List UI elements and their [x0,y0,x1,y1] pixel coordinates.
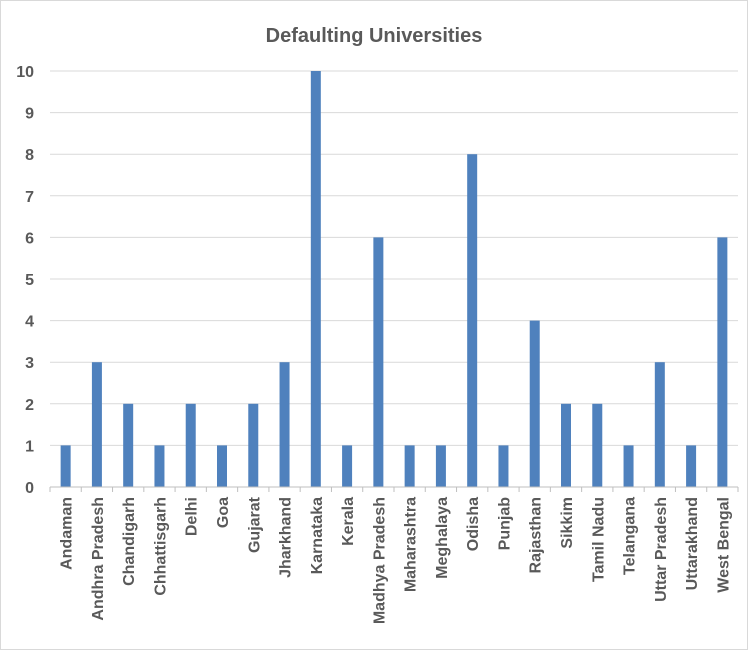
x-axis-ticks [50,487,738,492]
chart-title: Defaulting Universities [266,25,483,47]
bar [655,362,665,487]
gridlines [50,71,738,445]
bar [123,404,133,487]
bar [624,445,634,487]
bar [186,404,196,487]
y-tick-label: 8 [25,147,34,164]
x-tick-label: Chandigarh [121,497,138,586]
bar [717,237,727,487]
bar [154,445,164,487]
bar [61,445,71,487]
x-tick-label: Meghalaya [434,497,451,579]
x-tick-label: Gujarat [246,496,263,553]
bar [280,362,290,487]
x-tick-label: Goa [215,497,232,528]
bar [311,71,321,487]
x-tick-label: Andaman [59,497,76,570]
bar [373,237,383,487]
x-tick-label: Jharkhand [278,497,295,578]
x-tick-label: Chhattisgarh [152,497,169,596]
x-tick-label: Odisha [465,497,482,551]
x-tick-label: Tamil Nadu [590,497,607,582]
x-tick-label: Telangana [622,497,639,575]
x-tick-label: Punjab [496,497,513,551]
bar [92,362,102,487]
x-tick-label: Madhya Pradesh [371,497,388,624]
y-tick-label: 9 [25,106,34,123]
y-tick-label: 7 [25,189,34,206]
y-tick-label: 4 [25,314,34,331]
bar [467,154,477,487]
bar [498,445,508,487]
x-tick-label: Sikkim [559,497,576,549]
x-tick-label: Uttar Pradesh [653,497,670,602]
y-tick-label: 6 [25,230,34,247]
bar [686,445,696,487]
y-tick-label: 0 [25,480,34,497]
y-tick-label: 2 [25,397,34,414]
bar [342,445,352,487]
x-tick-label: Karnataka [309,497,326,574]
y-tick-label: 3 [25,355,34,372]
y-axis-labels: 0 1 2 3 4 5 6 7 8 9 10 [16,64,34,497]
bar [217,445,227,487]
bar [248,404,258,487]
x-tick-label: Andhra Pradesh [90,497,107,621]
x-axis-labels: Andaman Andhra Pradesh Chandigarh Chhattisg… [59,496,733,624]
bar [436,445,446,487]
y-tick-label: 1 [25,438,34,455]
bar [530,321,540,487]
x-tick-label: Delhi [184,497,201,536]
y-tick-label: 10 [16,64,34,81]
bar [405,445,415,487]
x-tick-label: Rajasthan [528,497,545,573]
bar [592,404,602,487]
y-tick-label: 5 [25,272,34,289]
x-tick-label: Maharashtra [403,497,420,592]
x-tick-label: Kerala [340,497,357,546]
x-tick-label: West Bengal [715,497,732,593]
x-tick-label: Uttarakhand [684,497,701,590]
bar [561,404,571,487]
